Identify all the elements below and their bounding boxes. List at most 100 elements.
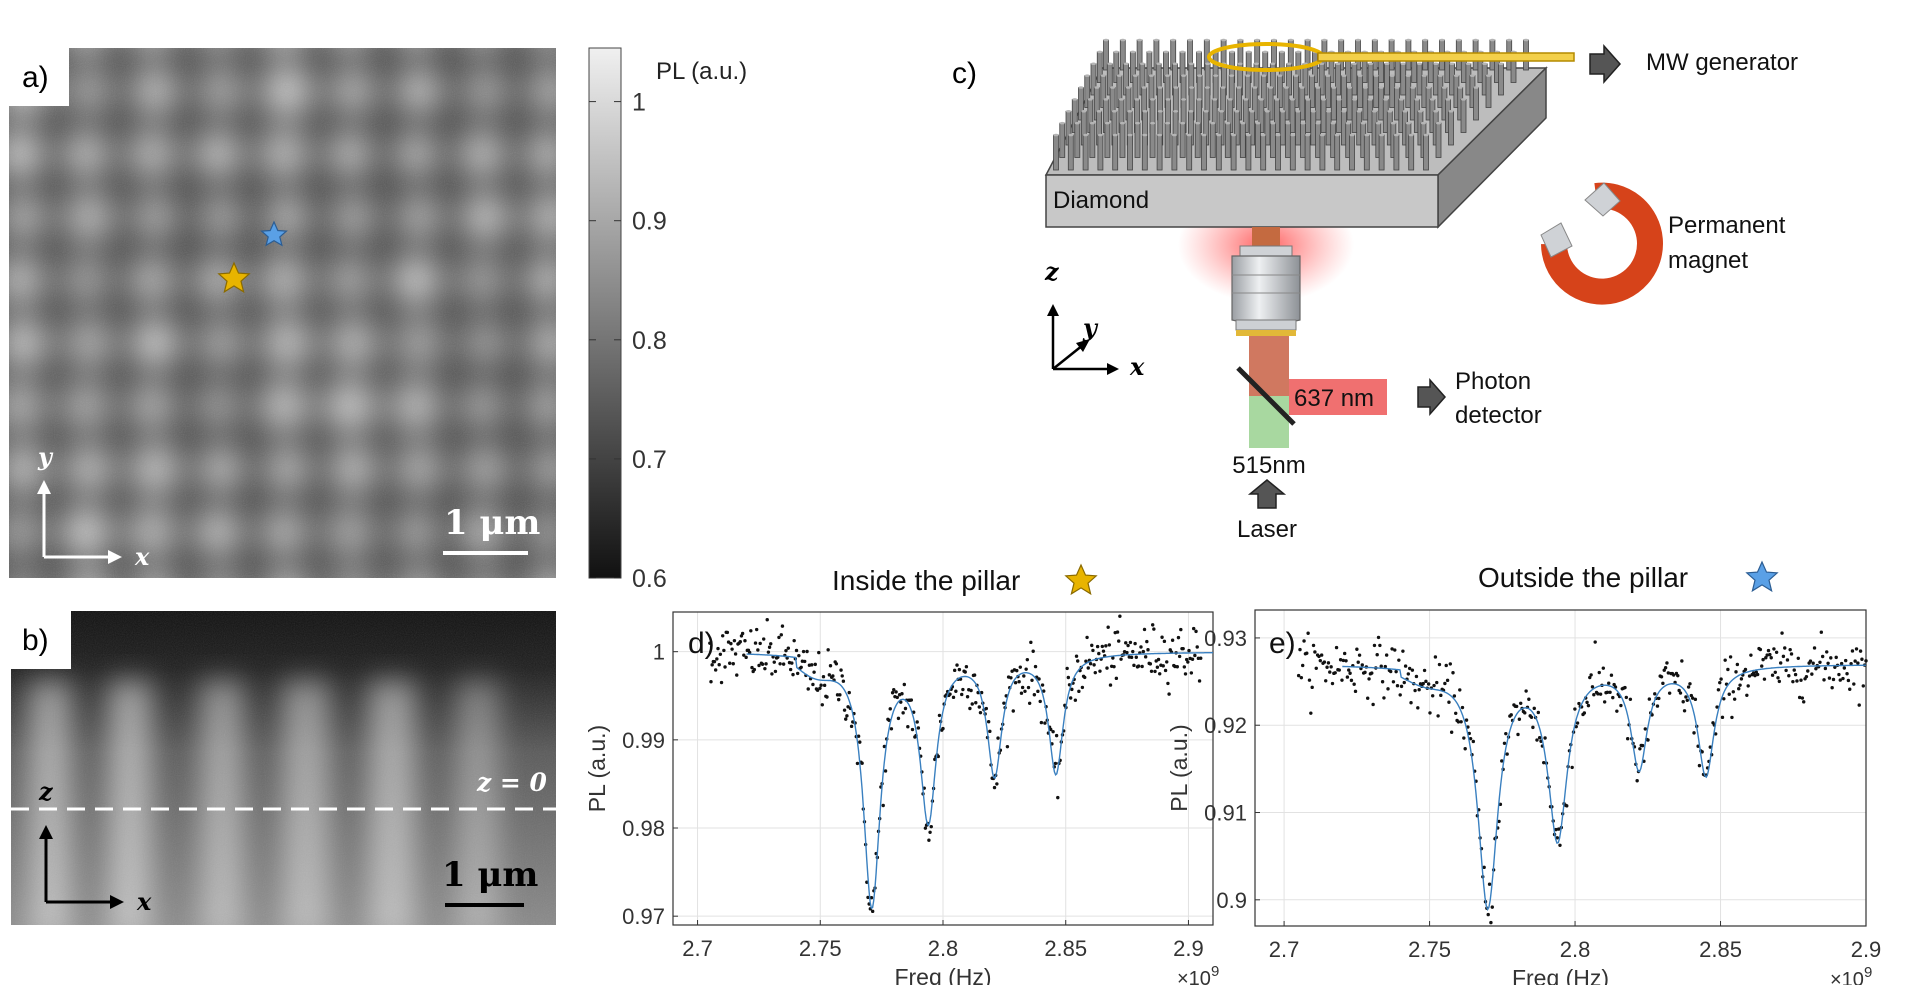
data-point bbox=[813, 662, 817, 667]
data-point bbox=[1662, 668, 1666, 672]
data-point bbox=[1156, 657, 1161, 662]
axis-x-label: x bbox=[1129, 352, 1145, 381]
data-point bbox=[1108, 683, 1113, 687]
data-point bbox=[1505, 752, 1509, 756]
scalebar-label: 1 μm bbox=[444, 503, 540, 543]
data-point bbox=[733, 652, 738, 656]
data-point bbox=[845, 714, 849, 718]
data-point bbox=[1800, 696, 1805, 700]
data-point bbox=[1554, 827, 1558, 832]
data-point bbox=[1334, 645, 1339, 650]
data-point bbox=[1678, 691, 1683, 695]
data-point bbox=[1826, 661, 1830, 665]
data-point bbox=[1128, 640, 1133, 645]
data-point bbox=[1700, 750, 1704, 754]
colorbar-tick-label: 0.6 bbox=[632, 565, 667, 593]
data-point bbox=[1655, 704, 1660, 708]
data-point bbox=[1380, 680, 1385, 684]
data-point bbox=[756, 648, 760, 652]
data-point bbox=[910, 727, 915, 732]
data-point bbox=[1628, 697, 1633, 701]
data-point bbox=[1825, 650, 1829, 654]
data-point bbox=[1326, 661, 1331, 665]
data-point bbox=[1162, 639, 1167, 644]
data-point bbox=[773, 669, 778, 674]
z-zero-label: z = 0 bbox=[476, 768, 548, 797]
data-point bbox=[1433, 655, 1438, 659]
data-point bbox=[1718, 680, 1722, 685]
y-tick-label: 1 bbox=[653, 640, 665, 665]
data-point bbox=[1773, 670, 1777, 674]
data-point bbox=[1519, 701, 1523, 705]
data-point bbox=[1142, 627, 1147, 632]
data-point bbox=[1328, 670, 1332, 674]
data-point bbox=[1126, 643, 1130, 648]
data-point bbox=[1619, 703, 1623, 708]
data-point bbox=[821, 675, 826, 679]
axis-y-label: y bbox=[37, 442, 54, 471]
data-point bbox=[1504, 731, 1508, 736]
data-point bbox=[1133, 641, 1137, 646]
data-point bbox=[1582, 711, 1587, 715]
star-icon bbox=[260, 220, 288, 247]
data-point bbox=[1038, 699, 1042, 704]
scalebar-label: 1 μm bbox=[442, 855, 538, 895]
data-point bbox=[749, 629, 753, 633]
data-point bbox=[1524, 689, 1528, 693]
data-point bbox=[1145, 639, 1149, 644]
data-point bbox=[723, 665, 727, 669]
data-point bbox=[1460, 705, 1465, 710]
data-point bbox=[1593, 640, 1597, 644]
data-point bbox=[1607, 681, 1611, 685]
data-point bbox=[1596, 692, 1600, 696]
data-point bbox=[1795, 679, 1799, 683]
data-point bbox=[1839, 661, 1844, 666]
fit-line bbox=[1342, 664, 1866, 912]
data-point bbox=[1307, 678, 1312, 682]
data-point bbox=[1857, 703, 1861, 707]
data-point bbox=[1804, 674, 1809, 679]
data-point bbox=[1436, 714, 1440, 718]
data-point bbox=[1376, 635, 1381, 640]
data-point bbox=[1459, 720, 1463, 724]
data-point bbox=[979, 690, 984, 695]
data-point bbox=[1810, 672, 1814, 676]
data-point bbox=[1402, 680, 1406, 685]
data-point bbox=[1471, 739, 1476, 744]
panel-letter-c: c) bbox=[952, 57, 977, 90]
data-point bbox=[811, 682, 815, 687]
data-point bbox=[1302, 639, 1306, 643]
data-point bbox=[1841, 676, 1845, 681]
data-point bbox=[1372, 643, 1377, 648]
data-point bbox=[1497, 819, 1501, 824]
data-point bbox=[1489, 920, 1493, 925]
data-point bbox=[1337, 668, 1341, 672]
data-point bbox=[954, 689, 958, 693]
data-point bbox=[1136, 664, 1141, 668]
data-point bbox=[712, 659, 717, 664]
data-point bbox=[763, 666, 767, 671]
data-point bbox=[1091, 648, 1095, 653]
data-point bbox=[1684, 695, 1688, 699]
data-point bbox=[1697, 763, 1702, 768]
data-point bbox=[1822, 678, 1826, 682]
data-point bbox=[1799, 678, 1803, 682]
data-point bbox=[1023, 689, 1027, 693]
data-point bbox=[937, 713, 942, 718]
diamond-label: Diamond bbox=[1053, 187, 1149, 214]
colorbar: PL (a.u.) 1 0.9 0.8 0.7 0.6 bbox=[588, 47, 747, 593]
colorbar-tick-label: 0.7 bbox=[632, 446, 667, 474]
data-point bbox=[1531, 725, 1535, 730]
data-point bbox=[974, 701, 978, 705]
data-point bbox=[1574, 724, 1578, 729]
data-point bbox=[1371, 702, 1375, 707]
data-point bbox=[1177, 654, 1182, 659]
data-point bbox=[1837, 672, 1841, 677]
data-point bbox=[1676, 673, 1680, 678]
data-point bbox=[1831, 677, 1836, 682]
data-point bbox=[1146, 648, 1150, 652]
data-point bbox=[1623, 685, 1627, 690]
data-point bbox=[1598, 692, 1603, 696]
data-point bbox=[1693, 697, 1698, 702]
data-point bbox=[750, 665, 754, 670]
